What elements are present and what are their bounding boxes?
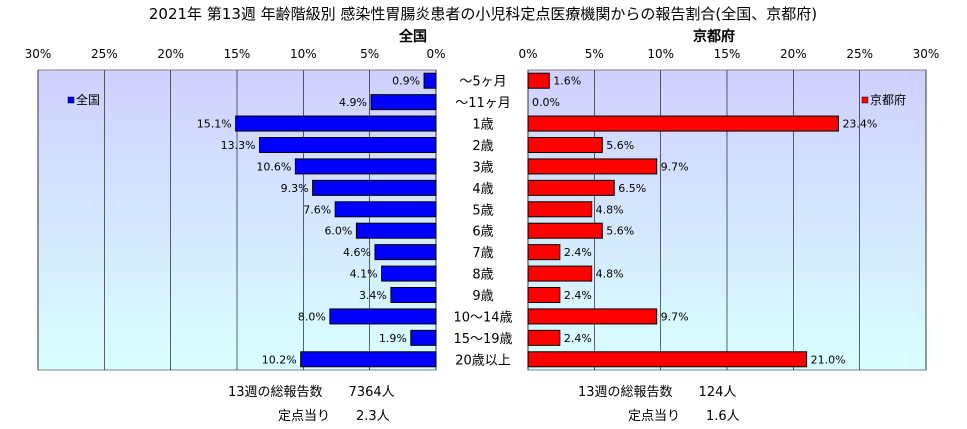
data-label: 4.8% — [596, 203, 624, 216]
x-tick-label: 30% — [913, 47, 940, 61]
data-label: 21.0% — [811, 353, 846, 366]
kyoto-chart: 0% 5% 10% 15% 20% 25% 30% 京都府 1.6% 0.0% 23.4% 5.6% 9… — [518, 28, 940, 371]
bar — [527, 137, 603, 153]
chart-title: 2021年 第13週 年齢階級別 感染性胃腸炎患者の小児科定点医療機関からの報告… — [149, 5, 817, 23]
data-label: 4.8% — [596, 268, 624, 281]
category-labels: ～5ヶ月 ～11ヶ月 1歳 2歳 3歳 4歳 5歳 6歳 7歳 8歳 9歳 10～14歳 15～19歳 2… — [453, 75, 512, 369]
category-label: 15～19歳 — [453, 332, 512, 347]
panel-title: 京都府 — [693, 28, 735, 45]
bar — [527, 115, 839, 132]
data-label: 1.9% — [379, 332, 407, 345]
x-tick-label: 30% — [25, 47, 52, 61]
bar — [527, 179, 615, 196]
category-label: 2歳 — [472, 139, 493, 154]
data-label: 10.6% — [256, 160, 291, 173]
data-label: 0.9% — [392, 75, 420, 88]
x-tick-label: 0% — [426, 47, 445, 61]
data-label: 9.7% — [661, 160, 689, 173]
category-label: 3歳 — [472, 160, 493, 175]
category-label: 20歳以上 — [455, 353, 511, 368]
x-tick-label: 20% — [780, 47, 807, 61]
data-label: 6.5% — [618, 182, 646, 195]
bar — [294, 158, 437, 175]
x-tick-label: 10% — [647, 47, 674, 61]
legend-swatch — [67, 96, 75, 104]
category-label: 5歳 — [472, 203, 493, 218]
category-label: 4歳 — [472, 182, 493, 197]
bar — [370, 94, 437, 111]
legend-label: 京都府 — [870, 92, 906, 107]
bar — [334, 201, 437, 218]
category-label: 1歳 — [472, 118, 493, 133]
x-tick-label: 10% — [290, 47, 317, 61]
category-label: ～5ヶ月 — [459, 75, 506, 90]
bar — [381, 265, 437, 282]
data-label: 3.4% — [359, 289, 387, 302]
data-label: 0.0% — [532, 96, 560, 109]
bar — [527, 329, 561, 346]
x-tick-label: 0% — [518, 47, 537, 61]
bar — [527, 222, 603, 239]
national-total-reports: 13週の総報告数 7364人 — [228, 385, 395, 400]
legend-swatch — [861, 96, 869, 104]
data-label: 10.2% — [262, 353, 297, 366]
x-tick-label: 25% — [91, 47, 118, 61]
x-tick-label: 5% — [360, 47, 379, 61]
data-label: 2.4% — [564, 332, 592, 345]
bar — [527, 201, 593, 218]
x-tick-label: 5% — [585, 47, 604, 61]
data-label: 5.6% — [606, 139, 634, 152]
category-label: 9歳 — [472, 289, 493, 304]
data-label: 2.4% — [564, 289, 592, 302]
category-label: 10～14歳 — [453, 310, 512, 325]
bar — [355, 222, 437, 239]
category-label: 7歳 — [472, 246, 493, 261]
data-label: 4.6% — [343, 246, 371, 259]
category-label: 6歳 — [472, 225, 493, 240]
bar — [235, 115, 437, 132]
national-chart: 30% 25% 20% 15% 10% 5% 0%全国0.9%4.9%15.1%13.3%1… — [25, 28, 446, 371]
panel-title: 全国 — [398, 28, 427, 45]
x-tick-label: 25% — [846, 47, 873, 61]
kyoto-total-reports: 13週の総報告数 124人 — [578, 385, 737, 400]
data-label: 15.1% — [197, 118, 232, 131]
data-label: 1.6% — [553, 75, 581, 88]
legend-label: 全国 — [76, 92, 100, 107]
bar — [300, 351, 437, 368]
data-label: 8.0% — [298, 310, 326, 323]
bar — [329, 308, 437, 325]
bar — [527, 265, 593, 282]
bar — [527, 244, 561, 261]
data-label: 9.3% — [281, 182, 309, 195]
bar — [527, 158, 658, 175]
data-label: 13.3% — [221, 139, 256, 152]
x-tick-label: 15% — [224, 47, 251, 61]
data-label: 6.0% — [324, 225, 352, 238]
data-label: 5.6% — [606, 225, 634, 238]
category-label: ～11ヶ月 — [455, 96, 511, 111]
category-label: 8歳 — [472, 268, 493, 283]
national-per-site: 定点当り 2.3人 — [278, 409, 390, 424]
data-label: 4.9% — [339, 96, 367, 109]
x-tick-label: 20% — [157, 47, 184, 61]
bar — [527, 351, 808, 368]
bar — [423, 72, 437, 89]
data-label: 4.1% — [350, 268, 378, 281]
bar — [312, 179, 437, 196]
bar — [410, 329, 437, 346]
data-label: 9.7% — [661, 310, 689, 323]
kyoto-per-site: 定点当り 1.6人 — [628, 409, 740, 424]
bar — [259, 137, 437, 153]
bar — [390, 287, 437, 303]
x-tick-label: 15% — [714, 47, 741, 61]
bar — [527, 308, 658, 325]
data-label: 23.4% — [842, 118, 877, 131]
data-label: 2.4% — [564, 246, 592, 259]
bar — [527, 287, 561, 303]
bar — [527, 72, 550, 89]
data-label: 7.6% — [303, 203, 331, 216]
bar — [374, 244, 437, 261]
